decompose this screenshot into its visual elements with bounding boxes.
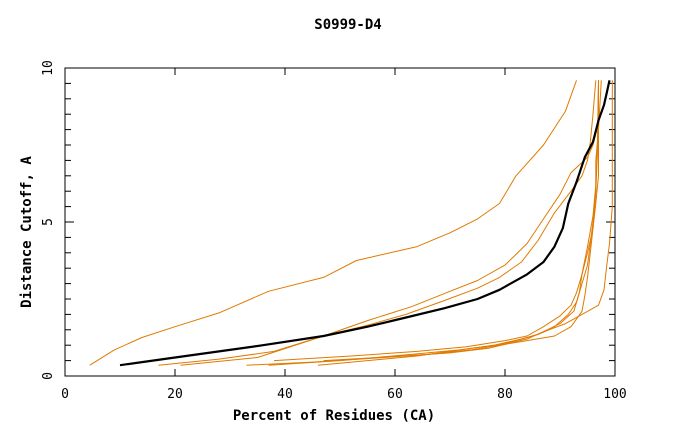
series-line-model (246, 80, 599, 366)
series-line-model (89, 80, 577, 366)
y-tick-label: 5 (41, 218, 56, 226)
x-axis-ticks: 0 20 40 60 80 100 (61, 68, 627, 402)
chart-title: S0999-D4 (314, 17, 381, 33)
y-tick-label: 10 (41, 60, 56, 76)
x-tick-label: 80 (497, 387, 513, 402)
series-line-model (323, 80, 599, 362)
x-tick-label: 60 (387, 387, 403, 402)
x-tick-label: 40 (277, 387, 293, 402)
series-line-reference (119, 80, 611, 367)
series-line-model (317, 80, 613, 366)
x-tick-label: 20 (167, 387, 183, 402)
y-axis-ticks: 0 5 10 (41, 60, 615, 380)
y-tick-label: 0 (41, 372, 56, 380)
x-tick-label: 100 (603, 387, 626, 402)
x-tick-label: 0 (61, 387, 69, 402)
series-line-model (273, 80, 599, 362)
x-axis-label: Percent of Residues (CA) (233, 408, 435, 424)
y-axis-label: Distance Cutoff, A (19, 156, 35, 308)
series-line-model (268, 80, 602, 366)
series-layer (89, 80, 613, 367)
